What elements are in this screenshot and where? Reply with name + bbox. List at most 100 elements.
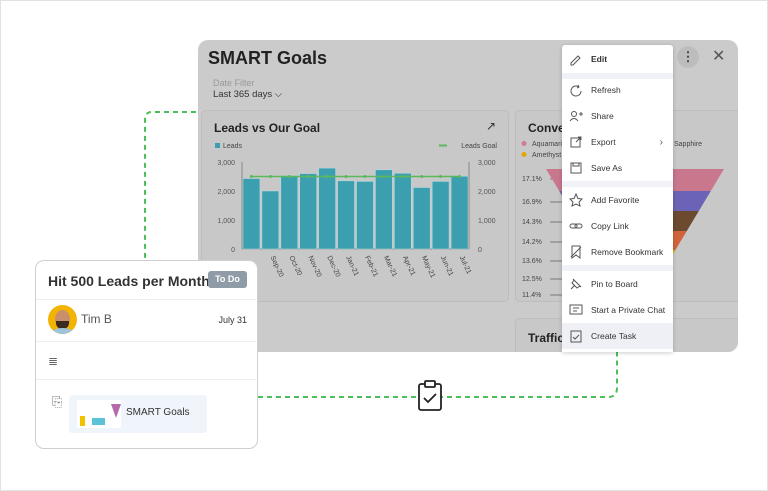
x-tick: Apr-21 [401, 255, 416, 277]
attachment-thumbnail [77, 400, 121, 428]
goal-point-4 [325, 175, 329, 178]
y-tick-right: 3,000 [478, 160, 496, 167]
y-tick-left: 3,000 [217, 160, 235, 167]
bar-11[interactable] [450, 175, 469, 250]
attachment-icon: ⎘ [52, 394, 63, 409]
x-tick: Mar-21 [382, 255, 398, 278]
menu-item-remove-bookmark[interactable]: Remove Bookmark [562, 239, 673, 265]
attachment-item[interactable]: SMART Goals [69, 395, 207, 433]
x-tick: Oct-20 [287, 255, 302, 277]
legend-label: Aquamarine [532, 141, 570, 148]
menu-item-label: Create Task [591, 331, 637, 341]
legend-label: Leads [223, 143, 243, 150]
chat-icon [569, 304, 583, 315]
menu-item-label: Refresh [591, 85, 621, 95]
goal-point-1 [268, 175, 272, 178]
goal-point-9 [420, 175, 424, 178]
goal-point-3 [306, 175, 310, 178]
status-badge[interactable]: To Do [208, 271, 247, 288]
task-title: Hit 500 Leads per Month [48, 273, 210, 289]
funnel-label: 13.6% [522, 258, 542, 265]
menu-item-label: Save As [591, 163, 623, 173]
x-tick: Jul-21 [458, 255, 472, 275]
date-filter-label: Date Filter [213, 78, 255, 88]
bar-7[interactable] [375, 169, 393, 250]
clipboard-check-icon [418, 380, 442, 411]
widget-title: Leads vs Our Goal [214, 121, 321, 135]
goal-point-6 [363, 175, 367, 178]
context-menu: Edit Refresh Share Export › Save As Add Favori… [562, 45, 673, 352]
menu-item-label: Start a Private Chat [591, 305, 666, 315]
more-options-button[interactable]: ⋮ [677, 46, 699, 68]
funnel-label: 17.1% [522, 176, 542, 183]
y-tick-left: 0 [231, 247, 235, 254]
y-tick-right: 2,000 [478, 189, 496, 196]
menu-separator [562, 265, 673, 271]
x-tick: May-21 [420, 255, 436, 279]
bar-4[interactable] [318, 167, 336, 250]
save-icon [570, 162, 582, 174]
legend-dot [521, 152, 527, 157]
avatar [48, 305, 77, 334]
due-date: July 31 [218, 315, 247, 325]
menu-item-edit[interactable]: Edit [562, 46, 673, 72]
menu-item-label: Remove Bookmark [591, 247, 664, 257]
menu-item-start-a-private-chat[interactable]: Start a Private Chat [562, 297, 673, 323]
goal-point-8 [401, 175, 405, 178]
menu-item-save-as[interactable]: Save As [562, 155, 673, 181]
dashboard-panel: SMART Goals Date Filter Last 365 days ⌵ … [198, 40, 738, 352]
chevron-down-icon: ⌵ [274, 89, 282, 100]
x-tick: Feb-21 [363, 255, 379, 278]
funnel-label: 16.9% [522, 199, 542, 206]
menu-item-share[interactable]: Share [562, 103, 673, 129]
bar-0[interactable] [242, 178, 261, 250]
description-icon[interactable]: ≣ [48, 354, 59, 368]
refresh-icon [570, 84, 582, 97]
expand-icon[interactable]: ↗ [485, 119, 496, 133]
menu-item-export[interactable]: Export › [562, 129, 673, 155]
menu-item-label: Export [591, 137, 616, 147]
funnel-label: 11.4% [522, 292, 541, 299]
menu-item-add-favorite[interactable]: Add Favorite [562, 187, 673, 213]
menu-item-label: Add Favorite [591, 195, 640, 205]
menu-item-label: Copy Link [591, 221, 629, 231]
x-tick: Sep-20 [269, 255, 285, 279]
goal-point-0 [249, 175, 253, 178]
menu-item-copy-link[interactable]: Copy Link [562, 213, 673, 239]
y-tick-right: 1,000 [478, 218, 496, 225]
attachment-name: SMART Goals [126, 407, 190, 418]
goal-point-2 [287, 175, 291, 178]
date-filter-dropdown[interactable]: Last 365 days ⌵ [213, 89, 282, 100]
menu-item-label: Edit [591, 54, 608, 64]
bar-10[interactable] [431, 181, 450, 250]
bar-3[interactable] [299, 173, 317, 250]
y-tick-right: 0 [478, 247, 482, 254]
bar-8[interactable] [394, 173, 412, 250]
x-tick: Jun-21 [439, 255, 454, 277]
task-card[interactable]: Hit 500 Leads per Month To Do Tim B July… [35, 260, 258, 449]
chevron-right-icon: › [659, 136, 663, 148]
menu-item-refresh[interactable]: Refresh [562, 77, 673, 103]
bar-5[interactable] [337, 180, 355, 250]
bar-2[interactable] [280, 175, 299, 250]
funnel-label: 14.3% [522, 219, 542, 226]
menu-item-create-task[interactable]: Create Task [562, 323, 673, 349]
menu-separator [562, 181, 673, 187]
menu-item-label: Pin to Board [591, 279, 638, 289]
dashboard-title: SMART Goals [208, 48, 328, 68]
bar-6[interactable] [356, 181, 374, 250]
menu-item-pin-to-board[interactable]: Pin to Board [562, 271, 673, 297]
menu-item-label: Share [591, 111, 614, 121]
close-button[interactable]: ✕ [712, 48, 726, 65]
menu-separator [562, 73, 673, 79]
star-icon [569, 193, 583, 207]
goal-point-7 [382, 175, 386, 178]
bar-1[interactable] [261, 190, 280, 250]
assignee-name: Tim B [81, 312, 112, 326]
pencil-icon [570, 55, 581, 66]
goal-point-10 [439, 175, 443, 178]
widget-title: Traffic [528, 331, 565, 345]
bar-9[interactable] [413, 187, 431, 250]
leads-widget: Leads vs Our Goal ↗ Leads Leads Goal 0 0 1,0… [201, 110, 509, 302]
